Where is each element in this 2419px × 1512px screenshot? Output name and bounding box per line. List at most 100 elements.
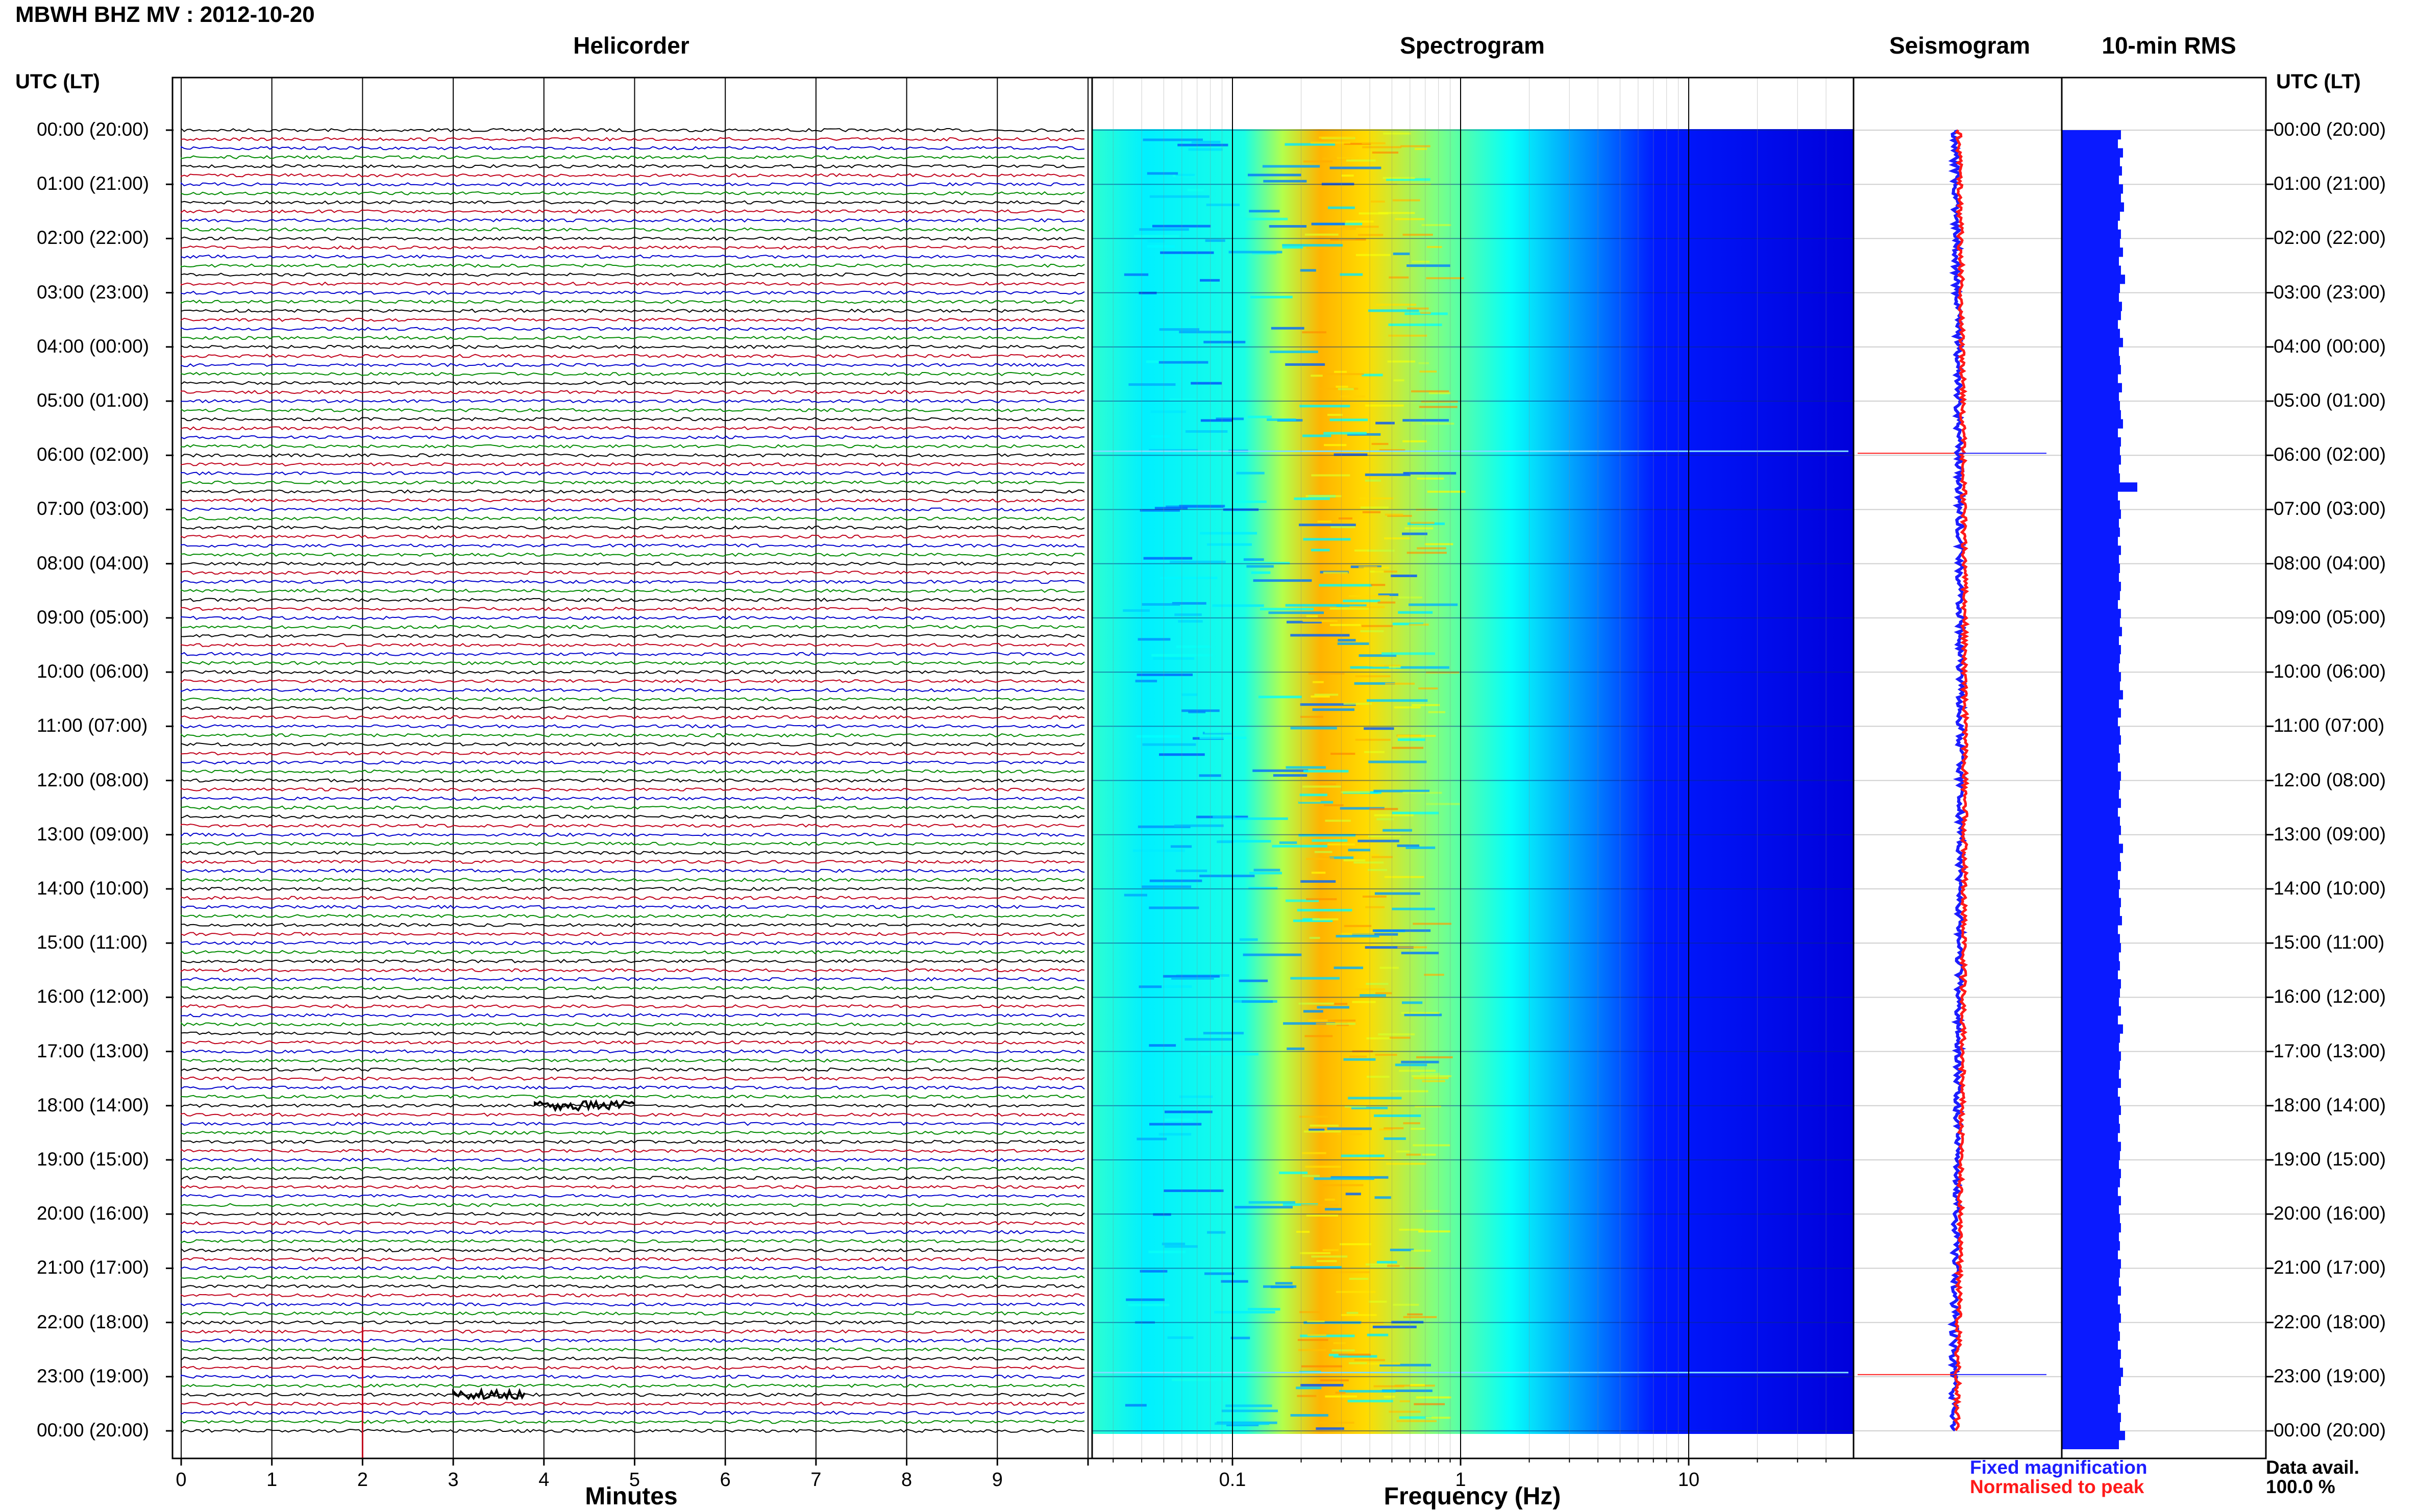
time-label-left: 03:00 (23:00) <box>37 281 150 303</box>
spectrogram-texture <box>1136 735 1180 738</box>
helicorder-trace <box>181 344 1085 350</box>
rms-bar <box>2062 762 2118 772</box>
spectrogram-texture <box>1389 1410 1421 1413</box>
spectrogram-texture <box>1355 254 1391 256</box>
spectrogram-texture <box>1361 625 1393 627</box>
rms-bar <box>2062 617 2120 628</box>
spectrogram-texture <box>1242 1000 1273 1003</box>
spectrogram-texture <box>1372 664 1401 667</box>
spectrogram-texture <box>1354 549 1369 552</box>
spectrogram-texture <box>1150 435 1170 438</box>
spectrogram-texture <box>1268 611 1324 614</box>
rms-bar <box>2062 1205 2119 1214</box>
rms-bar <box>2062 1331 2120 1341</box>
spectrogram-texture <box>1287 1047 1305 1050</box>
rms-bar <box>2062 609 2121 618</box>
spectrogram-texture <box>1282 246 1303 249</box>
spectrogram-texture <box>1424 974 1444 976</box>
rms-bar <box>2062 1403 2118 1414</box>
spectrogram-texture <box>1352 1001 1376 1003</box>
spectrogram-texture <box>1374 1196 1391 1199</box>
time-label-left: 05:00 (01:00) <box>37 390 150 411</box>
time-label-right: 10:00 (06:00) <box>2274 661 2386 682</box>
spectrogram-texture <box>1221 1409 1278 1412</box>
spectrogram-texture <box>1140 1270 1168 1273</box>
time-label-right: 23:00 (19:00) <box>2274 1365 2386 1386</box>
spectrogram-texture <box>1305 495 1342 498</box>
spectrogram-texture <box>1397 844 1420 847</box>
rms-bar <box>2062 446 2120 456</box>
spectrogram-texture <box>1149 1044 1176 1047</box>
helicorder-trace <box>181 742 1085 747</box>
rms-bar <box>2062 302 2122 311</box>
spectrogram-texture <box>1225 1404 1272 1407</box>
helicorder-trace <box>181 642 1085 648</box>
spectrogram-texture <box>1169 399 1200 402</box>
spectrogram-texture <box>1201 1053 1258 1056</box>
helicorder-trace <box>181 1365 1085 1370</box>
spectrogram-texture <box>1176 645 1212 648</box>
spectrogram-texture <box>1160 251 1214 254</box>
rms-bar <box>2062 1087 2118 1097</box>
rms-bar <box>2062 934 2120 944</box>
rms-bar <box>2062 455 2121 465</box>
spectrogram-texture <box>1217 840 1233 844</box>
rms-bar <box>2062 636 2119 646</box>
rms-bar <box>2062 600 2118 609</box>
spectrogram-texture <box>1376 304 1417 306</box>
spectrogram-texture <box>1199 875 1255 878</box>
rms-bar <box>2062 1033 2120 1043</box>
spectrogram-texture <box>1298 801 1334 804</box>
spectrogram-texture <box>1341 791 1371 794</box>
spectrogram-texture <box>1372 929 1431 932</box>
rms-bar <box>2062 292 2119 302</box>
spectrogram-texture <box>1230 1336 1250 1340</box>
time-label-left: 06:00 (02:00) <box>37 444 150 465</box>
spectrogram-texture <box>1137 673 1193 676</box>
helicorder-trace <box>181 1410 1085 1415</box>
rms-bar <box>2062 1241 2120 1251</box>
rms-bar <box>2062 916 2122 926</box>
rms-bar <box>2062 672 2121 682</box>
spectrogram-texture <box>1311 695 1330 698</box>
spectrogram-texture <box>1395 218 1425 220</box>
helicorder-trace <box>181 652 1085 657</box>
spectrogram-texture <box>1142 743 1196 746</box>
helicorder-trace <box>181 399 1085 404</box>
spectrogram-texture <box>1333 1342 1346 1345</box>
spectrogram-texture <box>1325 820 1351 822</box>
spectrogram-texture <box>1374 1114 1421 1117</box>
spectrogram-texture <box>1414 147 1427 150</box>
spectrogram-texture <box>1176 870 1207 873</box>
spectrogram-texture <box>1359 654 1397 657</box>
spectrogram-texture <box>1360 497 1394 500</box>
utc-label-left: UTC (LT) <box>15 70 100 93</box>
rms-bar <box>2062 554 2119 564</box>
spectrogram-texture <box>1286 899 1319 902</box>
time-label-left: 23:00 (19:00) <box>37 1365 150 1386</box>
rms-bar <box>2062 590 2120 601</box>
spectrogram-texture <box>1344 925 1372 927</box>
helicorder-trace <box>181 859 1085 864</box>
spectrogram-texture <box>1338 639 1356 642</box>
rms-bar <box>2062 329 2120 338</box>
rms-bar <box>2062 735 2121 745</box>
rms-bar <box>2062 265 2121 275</box>
time-label-right: 20:00 (16:00) <box>2274 1203 2386 1224</box>
spectrogram-texture <box>1389 1036 1411 1039</box>
spectrogram-texture <box>1387 515 1412 517</box>
spectrogram-texture <box>1368 1362 1400 1365</box>
helicorder-trace <box>181 1031 1085 1036</box>
spectrogram-texture <box>1346 1311 1359 1314</box>
spectrogram-texture <box>1407 1313 1423 1316</box>
spectrogram-texture <box>1330 526 1355 528</box>
spectrogram-texture <box>1420 312 1431 314</box>
helicorder-trace <box>181 1157 1085 1162</box>
spectrogram-texture <box>1163 975 1220 978</box>
spectrogram-texture <box>1389 276 1409 279</box>
spectrogram-texture <box>1347 1400 1393 1403</box>
spectrogram-texture <box>1401 1012 1440 1014</box>
rms-bar <box>2062 1060 2120 1070</box>
rms-bar <box>2062 898 2121 907</box>
rms-bar <box>2062 1431 2125 1441</box>
